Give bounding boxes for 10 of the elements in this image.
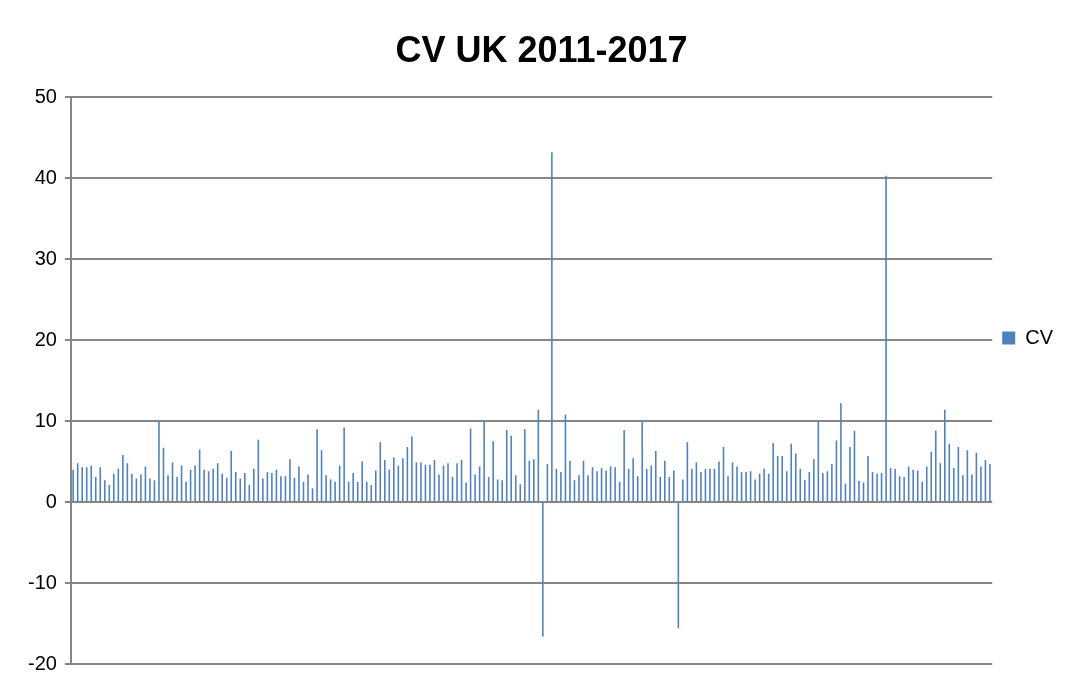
y-tick-label: -10 [28,570,57,593]
y-tick-label: -20 [28,651,57,674]
y-tick-label: 40 [34,165,57,188]
legend-label: CV [1025,325,1054,348]
y-tick-label: 50 [34,84,57,107]
y-tick-label: 20 [34,327,57,350]
chart-title: CV UK 2011-2017 [395,28,688,70]
y-tick-label: 0 [45,489,57,512]
y-tick-label: 10 [34,408,57,431]
y-tick-label: 30 [34,246,57,269]
